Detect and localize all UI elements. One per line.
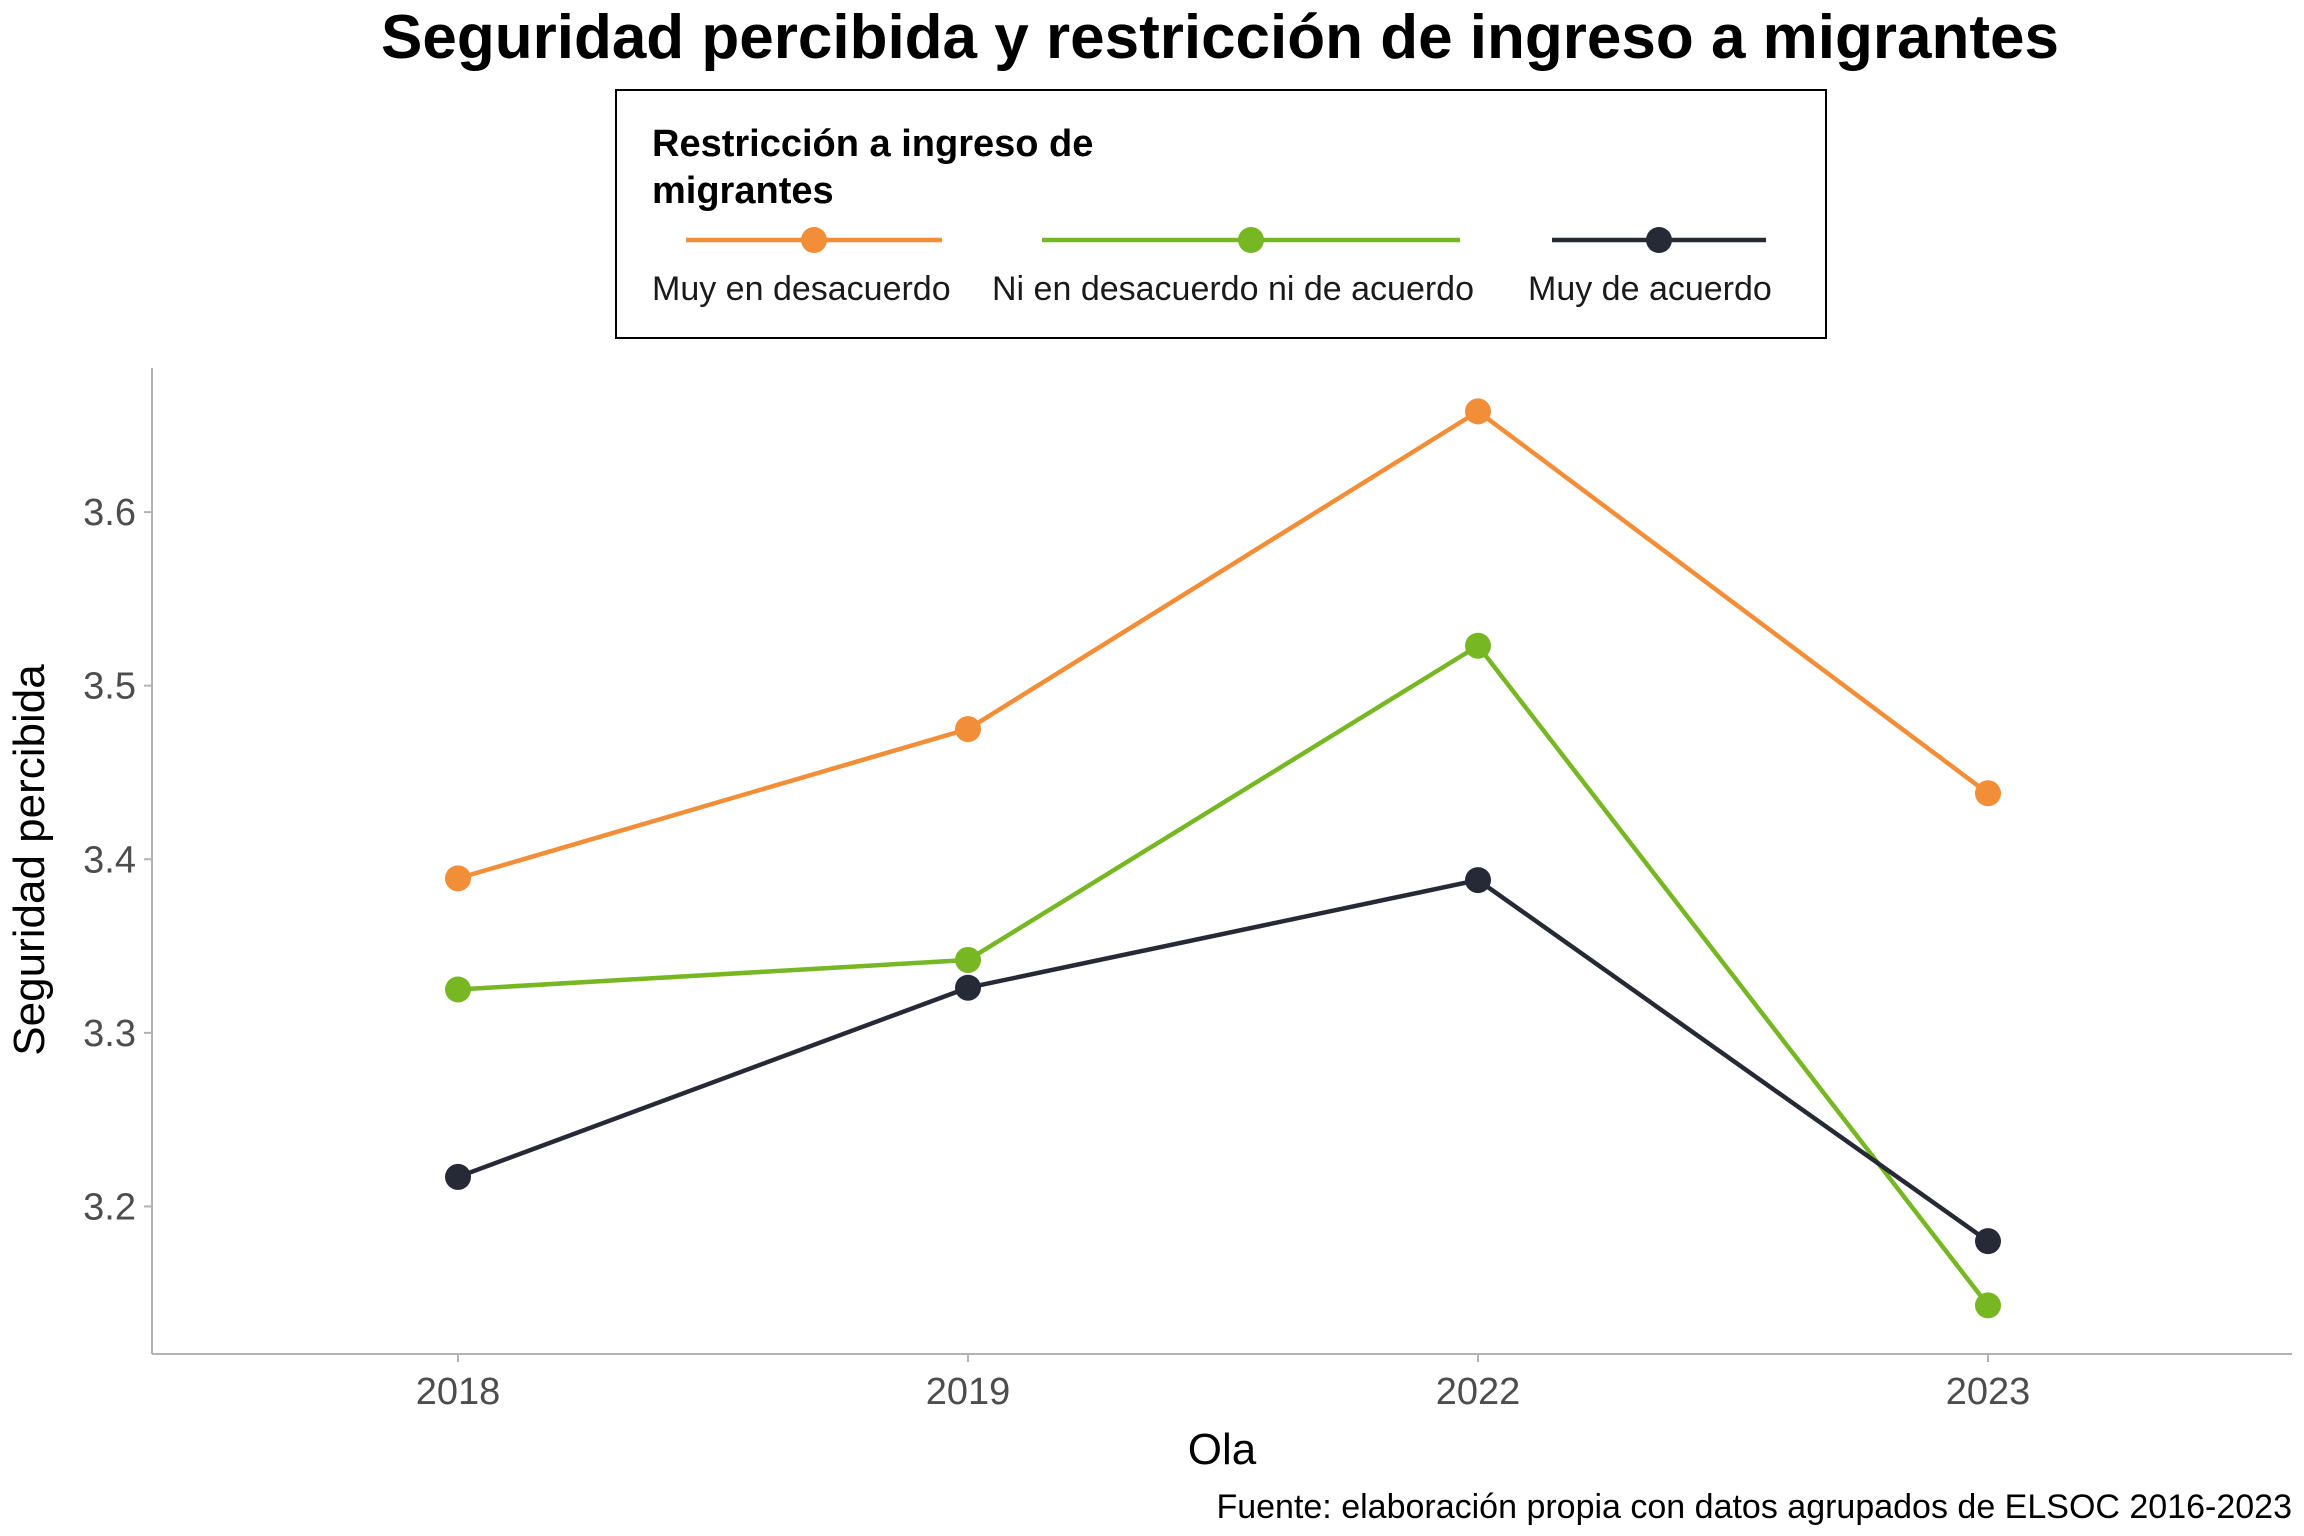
data-point	[1975, 780, 2001, 807]
chart-title: Seguridad percibida y restricción de ing…	[381, 3, 2059, 72]
legend-label: Ni en desacuerdo ni de acuerdo	[992, 270, 1474, 308]
legend-box	[615, 89, 1827, 339]
legend-label: Muy de acuerdo	[1528, 270, 1772, 308]
series-2	[445, 632, 2001, 1319]
series-3	[445, 867, 2001, 1255]
y-tick-label: 3.3	[83, 1013, 136, 1055]
y-tick-label: 3.4	[83, 839, 136, 881]
x-tick-label: 2023	[1946, 1371, 2031, 1413]
legend-item: Muy de acuerdo	[1528, 227, 1772, 308]
y-axis-title: Seguridad percibida	[5, 664, 54, 1056]
y-tick-label: 3.6	[83, 492, 136, 534]
data-point	[1975, 1292, 2001, 1319]
data-point	[445, 1163, 471, 1190]
legend: Restricción a ingreso de migrantes Muy e…	[615, 89, 1827, 339]
data-point	[445, 976, 471, 1003]
data-point	[1465, 867, 1491, 894]
data-point	[955, 716, 981, 743]
y-ticks: 3.2 3.3 3.4 3.5 3.6	[83, 492, 152, 1228]
legend-label: Muy en desacuerdo	[652, 270, 951, 308]
data-point	[1975, 1228, 2001, 1255]
data-point	[445, 865, 471, 892]
legend-key-point	[1238, 227, 1264, 253]
legend-items: Muy en desacuerdo Ni en desacuerdo ni de …	[652, 227, 1772, 308]
series-line	[457, 643, 1990, 1307]
x-tick-label: 2022	[1436, 1371, 1521, 1413]
x-tick-label: 2019	[926, 1371, 1011, 1413]
legend-title-line1: Restricción a ingreso de	[652, 123, 1093, 165]
legend-item: Muy en desacuerdo	[652, 227, 951, 308]
data-point	[1465, 398, 1491, 425]
legend-title-line2: migrantes	[652, 170, 834, 212]
data-point	[1465, 632, 1491, 659]
y-tick-label: 3.5	[83, 666, 136, 708]
chart-caption: Fuente: elaboración propia con datos agr…	[1216, 1488, 2292, 1526]
x-tick-label: 2018	[416, 1371, 501, 1413]
data-point	[955, 974, 981, 1001]
legend-key-point	[1646, 227, 1672, 253]
series-line	[457, 409, 1990, 881]
series-layer	[445, 398, 2001, 1319]
series-line	[457, 877, 1990, 1244]
x-ticks: 2018 2019 2022 2023	[416, 1354, 2031, 1413]
x-axis-title: Ola	[1188, 1425, 1257, 1474]
y-tick-label: 3.2	[83, 1186, 136, 1228]
legend-item: Ni en desacuerdo ni de acuerdo	[992, 227, 1474, 308]
legend-key-point	[801, 227, 827, 253]
data-point	[955, 946, 981, 973]
series-1	[445, 398, 2001, 892]
